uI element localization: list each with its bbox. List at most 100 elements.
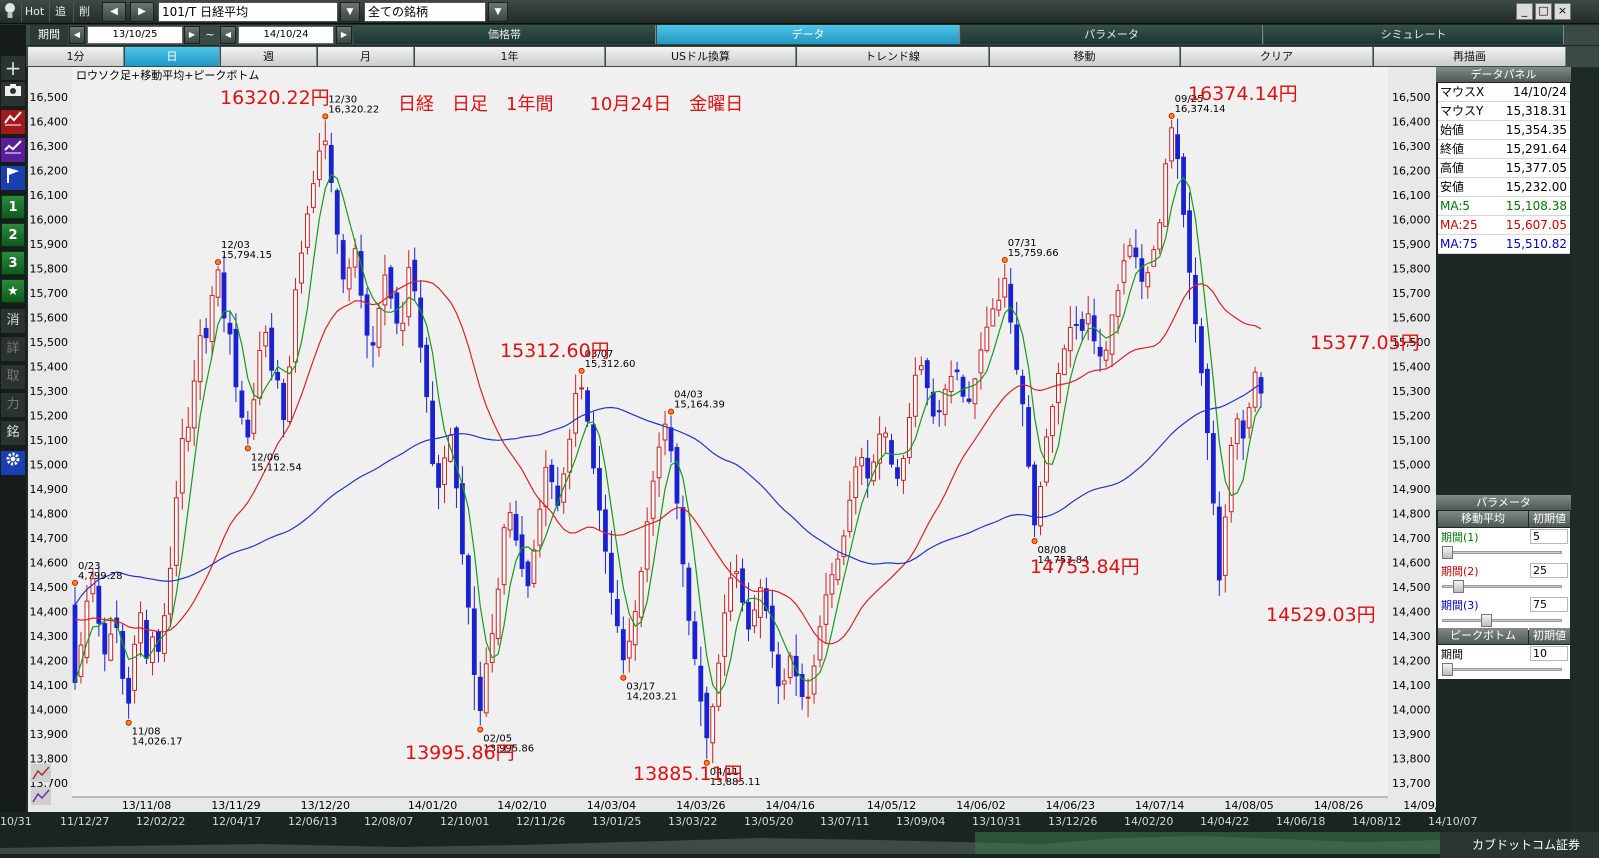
overview-date-label: 12/10/01 bbox=[440, 815, 490, 828]
end-prev-button[interactable]: ◀ bbox=[220, 26, 236, 44]
y-tick-label: 16,300 bbox=[1392, 140, 1431, 153]
overview-selection[interactable] bbox=[975, 832, 1440, 854]
ma-param-value[interactable]: 75 bbox=[1530, 597, 1568, 612]
ma-param-slider[interactable] bbox=[1442, 551, 1562, 554]
restore-button[interactable]: □ bbox=[1535, 3, 1552, 20]
peak-date-label: 03/17 bbox=[626, 682, 655, 693]
ma-param-value[interactable]: 25 bbox=[1530, 563, 1568, 578]
candle-body bbox=[555, 485, 561, 506]
tab-daily[interactable]: 日 bbox=[125, 47, 220, 66]
candle-body bbox=[704, 692, 710, 739]
chart-title: ロウソク足+移動平均+ピークボトム bbox=[76, 68, 259, 82]
tab-price-band[interactable]: 価格帯 bbox=[354, 25, 656, 44]
start-date-input[interactable]: 13/10/25 bbox=[87, 26, 183, 44]
close-button[interactable]: × bbox=[1554, 3, 1571, 20]
peak-marker bbox=[620, 674, 627, 681]
erase-button[interactable]: 消 bbox=[1, 309, 25, 333]
peak-param-slider[interactable] bbox=[1442, 668, 1562, 671]
delete-button[interactable]: 削 bbox=[73, 2, 95, 22]
candle-body bbox=[489, 633, 495, 663]
tab-1min[interactable]: 1分 bbox=[28, 47, 124, 66]
flag-icon[interactable] bbox=[1, 166, 25, 190]
peak-value-label: 15,112.54 bbox=[251, 462, 302, 473]
overview-bar[interactable]: 10/31 11/12/27 12/02/22 12/04/17 12/06/13 12/… bbox=[0, 812, 1477, 858]
preset-3-button[interactable]: 3 bbox=[1, 251, 25, 275]
peak-default-button[interactable]: 初期値 bbox=[1529, 628, 1570, 644]
data-panel-label: 高値 bbox=[1440, 161, 1465, 175]
peak-param-slider-thumb[interactable] bbox=[1442, 663, 1453, 676]
bulb-icon[interactable] bbox=[3, 2, 17, 22]
tab-clear[interactable]: クリア bbox=[1181, 47, 1373, 66]
tab-usd[interactable]: USドル換算 bbox=[606, 47, 796, 66]
ma-param-slider-thumb[interactable] bbox=[1480, 614, 1492, 627]
start-prev-button[interactable]: ◀ bbox=[69, 26, 85, 44]
filter-dropdown-icon[interactable]: ▼ bbox=[488, 2, 508, 22]
peak-section-label: ピークボトム bbox=[1438, 628, 1528, 644]
prev-symbol-button[interactable]: ◀ bbox=[102, 2, 126, 22]
overview-date-label: 11/12/27 bbox=[60, 815, 110, 828]
add-button[interactable]: 追 bbox=[49, 2, 71, 22]
y-tick-label: 15,000 bbox=[1392, 459, 1431, 472]
hot-button[interactable]: Hot bbox=[21, 2, 47, 22]
tab-parameter[interactable]: パラメータ bbox=[961, 25, 1263, 44]
gear-icon[interactable] bbox=[1, 451, 25, 475]
end-date-input[interactable]: 14/10/24 bbox=[238, 26, 334, 44]
candle-body bbox=[1216, 506, 1222, 581]
ma-param-slider[interactable] bbox=[1442, 585, 1562, 588]
ma-param-slider-thumb[interactable] bbox=[1453, 580, 1464, 593]
candle-body bbox=[1210, 433, 1216, 504]
candlestick-chart[interactable]: ロウソク足+移動平均+ピークボトム 日経 日足 1年間 10月24日 金曜日 1… bbox=[28, 67, 1436, 812]
indicator-chart-icon[interactable] bbox=[1, 138, 25, 162]
candle-body bbox=[328, 144, 334, 183]
preset-2-button[interactable]: 2 bbox=[1, 223, 25, 247]
overview-date-label: 12/04/17 bbox=[212, 815, 262, 828]
camera-icon[interactable] bbox=[1, 82, 25, 106]
data-panel-row: 始値 15,354.35 bbox=[1438, 121, 1570, 140]
candle-body bbox=[239, 390, 245, 418]
peak-param-value[interactable]: 10 bbox=[1530, 646, 1568, 661]
stock-button[interactable]: 銘 bbox=[1, 421, 25, 445]
star-icon[interactable]: ★ bbox=[1, 279, 25, 303]
ma-param-slider[interactable] bbox=[1442, 619, 1562, 622]
line-chart-icon[interactable] bbox=[1, 110, 25, 134]
preset-1-button[interactable]: 1 bbox=[1, 195, 25, 219]
symbol-dropdown-icon[interactable]: ▼ bbox=[340, 2, 360, 22]
tab-data[interactable]: データ bbox=[657, 25, 960, 44]
x-tick-label: 14/01/20 bbox=[408, 799, 457, 812]
ma-param-value[interactable]: 5 bbox=[1530, 529, 1568, 544]
candle-body bbox=[132, 643, 137, 691]
filter-combo[interactable]: 全ての銘柄 bbox=[364, 2, 486, 22]
candle-body bbox=[72, 604, 78, 683]
detail-button[interactable]: 詳 bbox=[1, 337, 25, 361]
candle-body bbox=[1079, 319, 1085, 331]
chart-mini-icons[interactable] bbox=[31, 764, 51, 805]
trade-button[interactable]: 取 bbox=[1, 365, 25, 389]
tab-monthly[interactable]: 月 bbox=[318, 47, 414, 66]
candle-body bbox=[257, 350, 263, 399]
minimize-button[interactable]: _ bbox=[1516, 3, 1533, 20]
candle-body bbox=[400, 322, 406, 332]
next-symbol-button[interactable]: ▶ bbox=[130, 2, 154, 22]
tab-simulate[interactable]: シミュレート bbox=[1264, 25, 1564, 44]
candle-body bbox=[1103, 349, 1109, 361]
tab-move[interactable]: 移動 bbox=[990, 47, 1180, 66]
tab-1year[interactable]: 1年 bbox=[415, 47, 605, 66]
candle-body bbox=[549, 464, 555, 483]
start-next-button[interactable]: ▶ bbox=[184, 26, 200, 44]
data-panel-label: 終値 bbox=[1440, 142, 1465, 156]
candle-body bbox=[293, 289, 298, 363]
ma-default-button[interactable]: 初期値 bbox=[1529, 511, 1570, 527]
y-tick-label: 15,600 bbox=[1392, 312, 1431, 325]
candle-body bbox=[901, 457, 906, 481]
overview-date-label: 10/31 bbox=[0, 815, 32, 828]
tab-redraw[interactable]: 再描画 bbox=[1374, 47, 1566, 66]
candle-body bbox=[96, 585, 102, 624]
input-button[interactable]: 力 bbox=[1, 393, 25, 417]
symbol-combo[interactable]: 101/T 日経平均 bbox=[158, 2, 338, 22]
ma-param-slider-thumb[interactable] bbox=[1442, 546, 1453, 559]
end-next-button[interactable]: ▶ bbox=[336, 26, 352, 44]
crosshair-icon[interactable]: + bbox=[1, 56, 25, 80]
tab-trendline[interactable]: トレンド線 bbox=[797, 47, 989, 66]
overview-date-label: 13/10/31 bbox=[972, 815, 1022, 828]
tab-weekly[interactable]: 週 bbox=[221, 47, 317, 66]
